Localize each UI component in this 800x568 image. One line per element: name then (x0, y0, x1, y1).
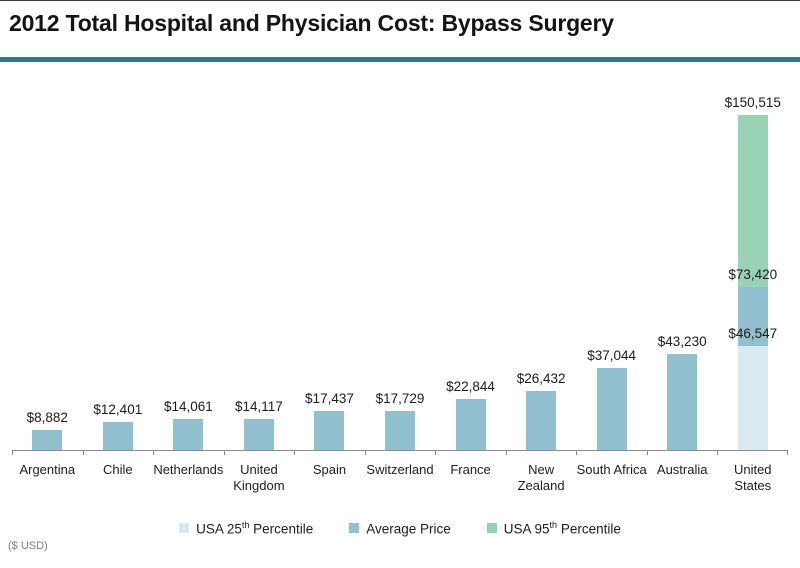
axis-tick (505, 451, 507, 455)
axis-tick (364, 451, 366, 455)
category-label: Switzerland (366, 462, 434, 477)
plot-area: $8,882 $12,401 $14,061 $14,117 $17,437 $17,72… (12, 70, 788, 451)
category-label: Spain (312, 462, 347, 477)
legend-item-average-price: Average Price (349, 520, 451, 537)
bar-segment-average (314, 411, 345, 450)
bar-segment-average (102, 422, 133, 450)
axis-tick (787, 451, 788, 455)
axis-tick (576, 451, 578, 455)
category-label: United States (733, 462, 772, 493)
bar-slot: $14,117 (224, 70, 295, 450)
x-axis-labels: Argentina Chile Netherlands United Kingdom Sp… (12, 457, 788, 494)
category-label: Netherlands (153, 462, 224, 477)
bar-value-label: $73,420 (728, 266, 778, 282)
title-divider (0, 57, 800, 62)
category-label: New Zealand (517, 462, 565, 493)
axis-tick (223, 451, 225, 455)
legend-label-average-price: Average Price (366, 521, 451, 537)
legend-swatch-p95-icon (486, 523, 497, 534)
unit-note: ($ USD) (8, 540, 48, 552)
bar-chart: $8,882 $12,401 $14,061 $14,117 $17,437 $17,72… (12, 70, 788, 494)
category-label: Australia (656, 462, 708, 477)
axis-tick (12, 451, 13, 455)
page-title: 2012 Total Hospital and Physician Cost: … (9, 10, 614, 36)
axis-tick (646, 451, 648, 455)
bar-segment-p95 (737, 115, 768, 287)
bar-slot: $43,230 (647, 70, 718, 450)
axis-tick (294, 451, 296, 455)
bar-value-label: $8,882 (26, 410, 68, 426)
legend: USA 25th Percentile Average Price USA 95… (0, 520, 800, 537)
bar-slot: $26,432 (506, 70, 577, 450)
bar-segment-average (667, 353, 698, 450)
bar-slot: $37,044 (576, 70, 647, 450)
bar-value-label: $14,061 (163, 398, 213, 414)
bar-slot: $12,401 (83, 70, 154, 450)
bar-value-label: $17,729 (375, 390, 425, 406)
category-label: South Africa (576, 462, 647, 477)
bar-segment-average (243, 418, 274, 450)
category-label: Argentina (19, 462, 76, 477)
axis-tick (717, 451, 719, 455)
bar-segment-average (455, 399, 486, 450)
bar-segment-average (737, 286, 768, 347)
legend-swatch-average-icon (349, 523, 360, 534)
category-label: United Kingdom (233, 462, 285, 493)
axis-tick (435, 451, 437, 455)
bar-slot: $17,437 (294, 70, 365, 450)
bar-value-label: $17,437 (305, 391, 354, 407)
bar-slot: $46,547 $73,420 $150,515 (717, 70, 788, 450)
category-label: France (450, 462, 491, 477)
bar-value-label: $14,117 (235, 398, 283, 414)
legend-swatch-p25-icon (179, 523, 190, 534)
bar-slot: $14,061 (153, 70, 224, 450)
bar-value-label: $37,044 (587, 347, 637, 363)
bar-value-label: $46,547 (728, 326, 778, 342)
category-label: Chile (103, 462, 133, 477)
bar-value-label: $43,230 (657, 333, 707, 349)
bar-segment-average (32, 430, 63, 450)
bar-segment-average (385, 410, 415, 450)
bar-slot: $8,882 (12, 70, 83, 450)
bar-segment-average (526, 391, 557, 450)
bar-slot: $22,844 (435, 70, 506, 450)
bar-value-label: $12,401 (93, 402, 143, 418)
bar-segment-p25 (737, 346, 768, 450)
bar-slot: $17,729 (365, 70, 436, 450)
x-axis-ticks (12, 451, 788, 457)
axis-tick (153, 451, 155, 455)
legend-item-usa-95th-percentile: USA 95th Percentile (486, 520, 621, 537)
legend-label-usa-95th-percentile: USA 95th Percentile (503, 520, 621, 537)
bar-value-label: $26,432 (516, 371, 566, 387)
bar-value-label: $150,515 (724, 95, 781, 110)
bar-segment-average (173, 418, 204, 450)
bar-value-label: $22,844 (446, 379, 495, 395)
bar-segment-average (596, 367, 627, 450)
axis-tick (82, 451, 84, 455)
top-border-line (0, 0, 800, 1)
legend-label-usa-25th-percentile: USA 25th Percentile (196, 520, 314, 537)
legend-item-usa-25th-percentile: USA 25th Percentile (179, 520, 313, 537)
